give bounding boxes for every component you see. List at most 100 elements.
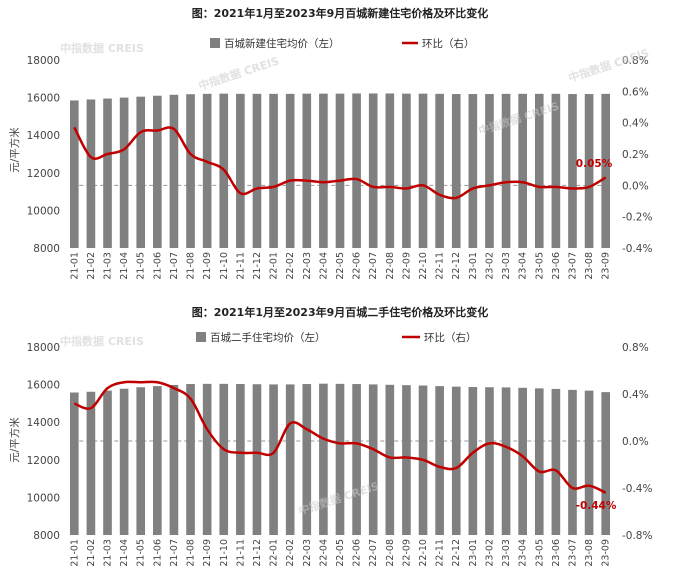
chart-title: 图：2021年1月至2023年9月百城新建住宅价格及环比变化 — [192, 6, 489, 20]
y2-tick-label: -0.4% — [622, 243, 652, 255]
legend-bar-swatch — [196, 332, 206, 342]
bar — [219, 383, 229, 535]
x-tick-label: 21-12 — [252, 539, 263, 567]
bar — [252, 93, 262, 248]
y2-tick-label: 0.8% — [622, 55, 649, 67]
y-axis-left: 8000 10000 12000 14000 16000 18000 — [27, 55, 60, 255]
bar — [69, 100, 79, 248]
chart-panel-resale: 图：2021年1月至2023年9月百城二手住宅价格及环比变化 百城二手住宅均价（… — [8, 305, 652, 567]
x-tick-label: 21-09 — [202, 539, 213, 567]
x-tick-label: 22-10 — [418, 252, 429, 280]
y2-tick-label: 0.6% — [622, 86, 649, 98]
x-tick-label: 22-10 — [418, 539, 429, 567]
bar — [485, 94, 494, 248]
bar — [69, 392, 79, 535]
legend-bar-swatch — [210, 38, 220, 48]
y-tick-label: 18000 — [27, 55, 60, 67]
watermark: 中指数据 CREIS — [197, 54, 281, 93]
bar — [86, 391, 96, 535]
bar — [136, 387, 146, 535]
x-tick-label: 21-02 — [86, 539, 97, 567]
x-tick-label: 22-07 — [368, 539, 379, 567]
x-tick-label: 23-02 — [484, 539, 495, 567]
x-tick-label: 23-06 — [551, 252, 562, 280]
bar — [368, 384, 378, 535]
legend-bar-label: 百城二手住宅均价（左） — [210, 331, 326, 344]
x-tick-label: 21-02 — [86, 252, 97, 280]
x-tick-label: 22-11 — [435, 252, 446, 280]
x-tick-label: 23-07 — [567, 252, 578, 280]
x-tick-label: 21-12 — [252, 252, 263, 280]
bar — [568, 94, 577, 248]
x-tick-label: 21-07 — [169, 252, 180, 280]
y2-tick-label: 0.2% — [622, 149, 649, 161]
bar — [368, 93, 378, 249]
x-tick-label: 22-04 — [318, 539, 329, 567]
x-tick-label: 22-03 — [302, 252, 313, 280]
bar — [119, 97, 129, 248]
x-tick-label: 22-02 — [285, 252, 296, 280]
x-tick-label: 21-04 — [119, 252, 130, 280]
bar — [153, 386, 162, 535]
x-tick-label: 22-01 — [269, 252, 280, 280]
y-tick-label: 16000 — [27, 380, 60, 392]
watermark: 中指数据 CREIS — [60, 41, 144, 55]
bar — [103, 390, 112, 535]
x-tick-label: 23-03 — [501, 539, 512, 567]
y-tick-label: 14000 — [27, 417, 60, 429]
y-axis-title: 元/平方米 — [8, 417, 21, 463]
chart-title: 图：2021年1月至2023年9月百城二手住宅价格及环比变化 — [192, 305, 489, 319]
y-tick-label: 10000 — [27, 205, 60, 217]
y2-tick-label: 0.4% — [622, 118, 649, 130]
y-axis-title: 元/平方米 — [8, 127, 21, 173]
last-value-annotation: -0.44% — [576, 500, 617, 512]
legend-line-label: 环比（右） — [424, 331, 477, 344]
bar — [319, 93, 328, 248]
bar — [352, 93, 361, 249]
bar — [169, 94, 179, 248]
bar — [119, 388, 129, 535]
bar — [352, 384, 361, 535]
x-tick-label: 21-06 — [152, 539, 163, 567]
bar — [186, 384, 195, 535]
bar — [435, 93, 444, 248]
bar — [269, 93, 278, 248]
bar — [584, 390, 594, 535]
x-tick-label: 22-06 — [352, 539, 363, 567]
bar — [319, 383, 328, 535]
y-tick-label: 18000 — [27, 342, 60, 354]
bar — [202, 383, 212, 535]
bar — [501, 93, 511, 248]
bar — [285, 93, 295, 248]
bar — [485, 387, 494, 535]
x-tick-label: 22-08 — [385, 539, 396, 567]
x-tick-label: 22-07 — [368, 252, 379, 280]
x-tick-label: 21-07 — [169, 539, 180, 567]
bar — [518, 93, 527, 248]
x-tick-label: 23-08 — [584, 252, 595, 280]
x-tick-label: 23-04 — [518, 539, 529, 567]
bar — [202, 93, 212, 248]
bar — [518, 387, 527, 535]
x-tick-label: 21-10 — [219, 539, 230, 567]
bar — [451, 94, 461, 248]
x-tick-label: 23-05 — [534, 539, 545, 567]
y2-tick-label: 0.8% — [622, 342, 649, 354]
x-tick-label: 21-05 — [136, 252, 147, 280]
y-axis-right: -0.8% -0.4% 0.0% 0.4% 0.8% — [622, 342, 652, 542]
bar — [584, 94, 594, 248]
x-tick-label: 23-08 — [584, 539, 595, 567]
y-tick-label: 8000 — [33, 530, 60, 542]
x-tick-label: 23-09 — [601, 539, 612, 567]
x-tick-label: 21-03 — [103, 252, 114, 280]
x-tick-label: 22-02 — [285, 539, 296, 567]
bar — [418, 93, 428, 248]
y2-tick-label: -0.4% — [622, 483, 652, 495]
y2-tick-label: -0.2% — [622, 212, 652, 224]
bar — [385, 93, 395, 249]
bar — [534, 93, 544, 248]
bar — [236, 93, 245, 248]
bar — [335, 383, 345, 535]
bar — [86, 99, 96, 248]
